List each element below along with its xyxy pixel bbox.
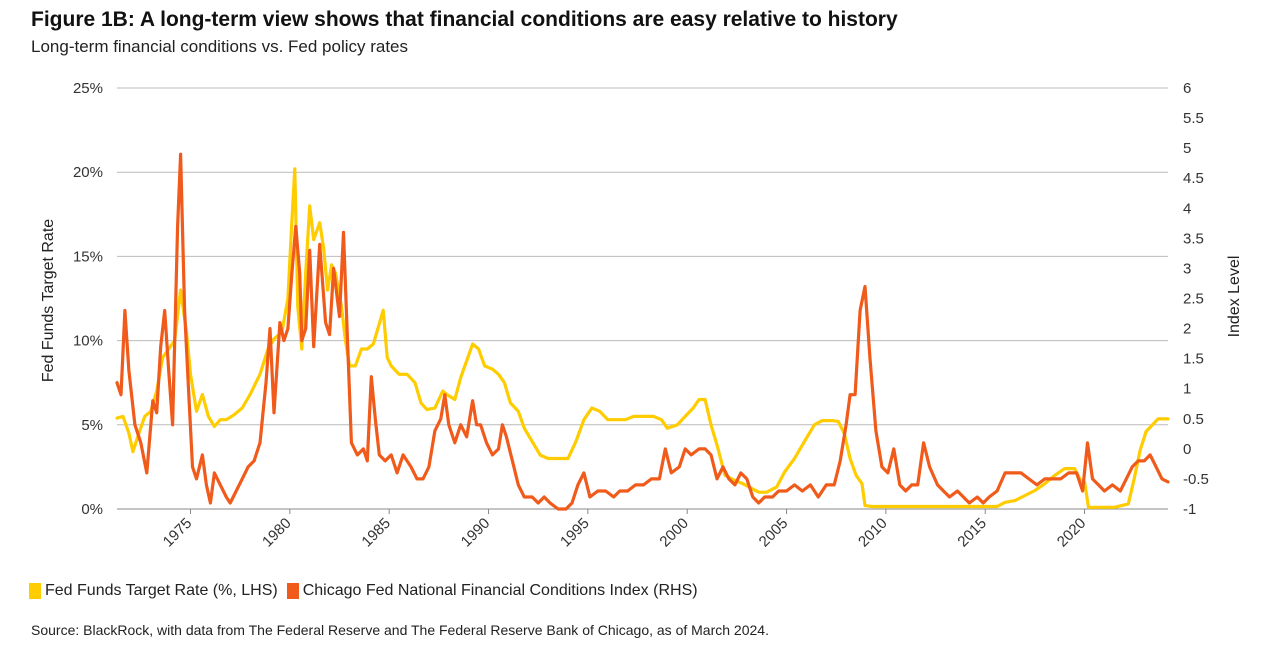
chart-subtitle: Long-term financial conditions vs. Fed p… <box>31 37 409 56</box>
y-right-tick-label: -1 <box>1183 501 1196 518</box>
y-right-tick-label: 0.5 <box>1183 411 1204 428</box>
legend-label-fed-funds: Fed Funds Target Rate (%, LHS) <box>45 582 278 599</box>
series-line-fed-funds <box>115 167 1170 509</box>
x-tick-label: 1980 <box>259 515 295 551</box>
legend-item-nfci[interactable]: Chicago Fed National Financial Condition… <box>286 582 698 600</box>
chart-title: Figure 1B: A long-term view shows that f… <box>31 8 898 31</box>
y-right-tick-label: 4.5 <box>1183 170 1204 187</box>
chart-legend: Fed Funds Target Rate (%, LHS) Chicago F… <box>29 582 707 600</box>
y-left-tick-label: 5% <box>81 417 103 434</box>
x-tick-label: 2020 <box>1054 515 1090 551</box>
legend-swatch-fed-funds <box>29 583 41 599</box>
legend-item-fed-funds[interactable]: Fed Funds Target Rate (%, LHS) <box>29 582 278 600</box>
y-right-tick-label: 1.5 <box>1183 351 1204 368</box>
y-right-tick-label: 2 <box>1183 321 1191 338</box>
y-right-tick-label: 5.5 <box>1183 110 1204 127</box>
x-tick-label: 2015 <box>954 515 990 551</box>
x-tick-label: 1995 <box>557 515 593 551</box>
x-tick-label: 2005 <box>756 515 792 551</box>
y-left-axis-label: Fed Funds Target Rate <box>40 219 57 382</box>
y-right-tick-label: 4 <box>1183 200 1191 217</box>
x-tick-label: 1985 <box>358 515 394 551</box>
y-left-tick-label: 10% <box>73 333 103 350</box>
y-right-tick-label: 6 <box>1183 80 1191 97</box>
y-right-tick-label: 0 <box>1183 441 1191 458</box>
x-tick-label: 1990 <box>458 515 494 551</box>
y-right-tick-label: 3 <box>1183 260 1191 277</box>
legend-label-nfci: Chicago Fed National Financial Condition… <box>302 582 698 599</box>
y-right-tick-label: -0.5 <box>1183 471 1209 488</box>
x-tick-label: 1975 <box>160 515 196 551</box>
y-right-tick-label: 2.5 <box>1183 291 1204 308</box>
y-right-tick-label: 3.5 <box>1183 230 1204 247</box>
legend-swatch-nfci <box>286 583 299 599</box>
y-right-axis-label: Index Level <box>1226 256 1243 338</box>
series-line-nfci <box>115 152 1170 511</box>
source-note: Source: BlackRock, with data from The Fe… <box>31 622 769 638</box>
x-tick-label: 2000 <box>656 515 692 551</box>
x-tick-label: 2010 <box>855 515 891 551</box>
y-right-tick-label: 5 <box>1183 140 1191 157</box>
y-left-tick-label: 25% <box>73 80 103 97</box>
y-left-tick-label: 0% <box>81 501 103 518</box>
y-right-tick-label: 1 <box>1183 381 1191 398</box>
y-left-tick-label: 20% <box>73 164 103 181</box>
y-left-tick-label: 15% <box>73 248 103 265</box>
